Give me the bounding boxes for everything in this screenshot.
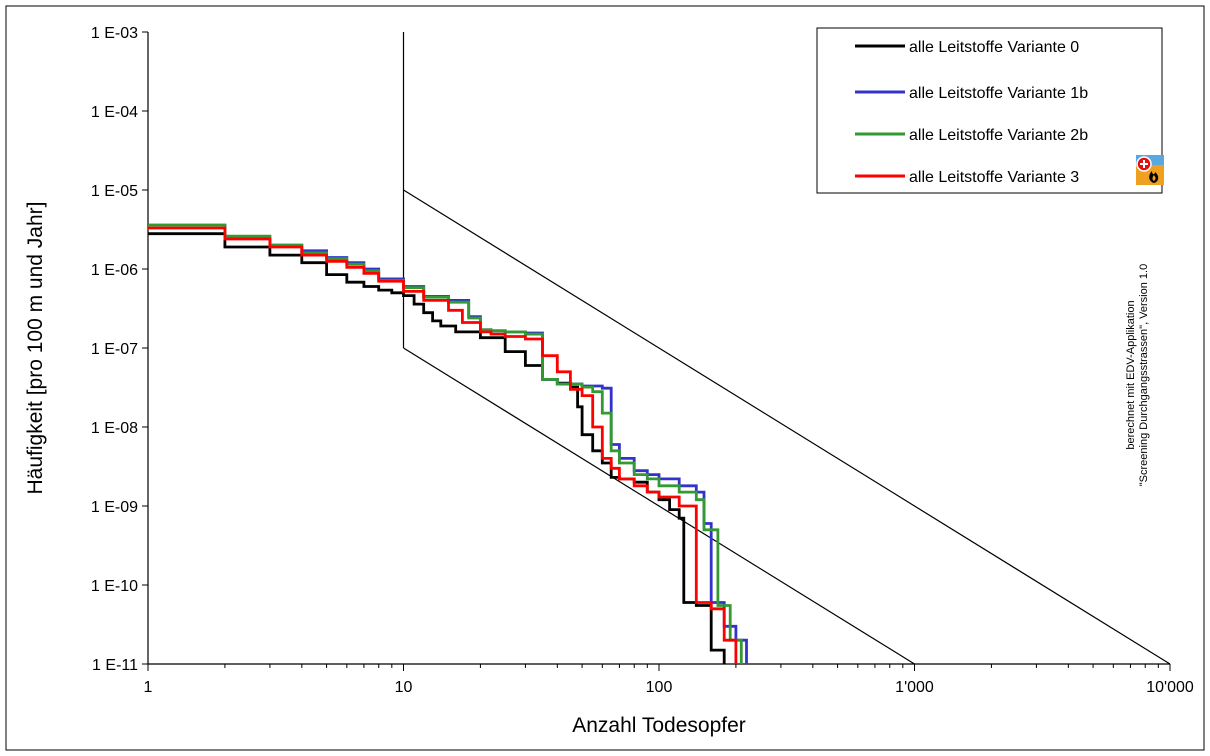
y-tick-label: 1 E-05: [91, 183, 138, 200]
x-ticks: 1 10 100 1'000 10'000: [144, 664, 1194, 696]
legend-items: alle Leitstoffe Variante 0 alle Leitstoff…: [855, 39, 1088, 186]
x-tick-label: 1'000: [895, 679, 934, 696]
legend-label: alle Leitstoffe Variante 3: [909, 169, 1079, 186]
legend-label: alle Leitstoffe Variante 0: [909, 39, 1079, 56]
upper-limit-line: [403, 189, 1171, 665]
y-tick-label: 1 E-08: [91, 420, 138, 437]
x-tick-label: 1: [144, 679, 153, 696]
legend-label: alle Leitstoffe Variante 2b: [909, 127, 1088, 144]
x-tick-label: 100: [646, 679, 673, 696]
y-tick-label: 1 E-03: [91, 25, 138, 42]
y-tick-label: 1 E-09: [91, 499, 138, 516]
series-lines: [148, 223, 748, 664]
annotation: berechnet mit EDV-Applikation "Screening…: [1125, 264, 1150, 486]
lower-limit-line: [403, 347, 915, 665]
y-ticks: 1 E-03 1 E-04 1 E-05 1 E-06 1 E-07 1 E-08 1 E-…: [91, 25, 148, 674]
series-line-3: [148, 226, 738, 664]
legend-box: [816, 27, 1163, 194]
y-axis-label: Häufigkeit [pro 100 m und Jahr]: [24, 202, 47, 495]
x-tick-label: 10'000: [1146, 679, 1194, 696]
legend: alle Leitstoffe Variante 0 alle Leitstoff…: [816, 27, 1164, 194]
annotation-line-1: berechnet mit EDV-Applikation: [1125, 300, 1137, 449]
y-tick-label: 1 E-10: [91, 578, 138, 595]
y-tick-label: 1 E-07: [91, 341, 138, 358]
x-tick-label: 10: [395, 679, 413, 696]
y-tick-label: 1 E-04: [91, 104, 138, 121]
series-line-2: [148, 223, 743, 664]
legend-label: alle Leitstoffe Variante 1b: [909, 85, 1088, 102]
y-tick-label: 1 E-06: [91, 262, 138, 279]
y-tick-label: 1 E-11: [92, 657, 138, 674]
hazard-logo-icon: [1136, 155, 1164, 185]
x-axis-label: Anzahl Todesopfer: [572, 714, 746, 737]
annotation-line-2: "Screening Durchgangsstrassen", Version …: [1138, 264, 1150, 486]
